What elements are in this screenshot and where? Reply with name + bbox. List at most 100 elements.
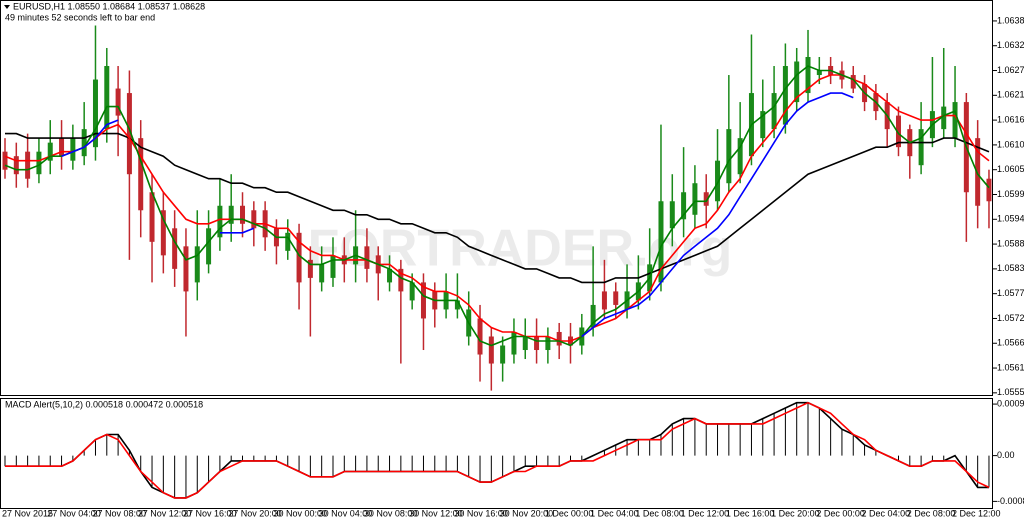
candle-body — [601, 291, 607, 310]
watermark: FORTRADER.org — [308, 220, 733, 278]
y-tick-label: 1.06215 — [997, 90, 1024, 100]
y-tick-label: 1.05940 — [997, 214, 1024, 224]
candle-body — [918, 129, 924, 166]
candle-body — [47, 142, 53, 161]
candle-body — [975, 138, 981, 206]
y-tick-label: 1.06270 — [997, 65, 1024, 75]
candle-body — [850, 75, 856, 89]
candle-body — [420, 282, 426, 319]
x-tick-label: 1 Dec 08:00 — [635, 508, 684, 518]
x-tick-label: 2 Dec 04:00 — [862, 508, 911, 518]
candle-body — [217, 205, 223, 238]
x-tick-label: 1 Dec 00:00 — [545, 508, 594, 518]
candle-body — [613, 291, 619, 305]
candle-body — [70, 138, 76, 161]
candle-body — [952, 102, 958, 139]
candle-body — [330, 255, 336, 278]
candle-body — [522, 336, 528, 351]
candle-body — [409, 282, 415, 301]
x-tick-label: 30 Nov 20:00 — [500, 508, 554, 518]
x-tick-label: 27 Nov 04:00 — [47, 508, 101, 518]
x-tick-label: 1 Dec 12:00 — [681, 508, 730, 518]
x-tick-label: 30 Nov 00:00 — [273, 508, 327, 518]
candle-body — [895, 115, 901, 148]
y-tick-label: 1.05995 — [997, 189, 1024, 199]
x-tick-label: 1 Dec 04:00 — [590, 508, 639, 518]
candle-body — [782, 66, 788, 125]
y-tick-label: 1.05775 — [997, 288, 1024, 298]
macd-title: MACD Alert(5,10,2) 0.000518 0.000472 0.0… — [5, 399, 203, 409]
candle-body — [681, 192, 687, 220]
candle-body — [115, 88, 121, 116]
candle-body — [794, 61, 800, 103]
candle-body — [307, 259, 313, 278]
indicator-line — [4, 65, 990, 347]
candle-body — [240, 205, 246, 224]
x-tick-label: 27 Nov 20:00 — [228, 508, 282, 518]
chart-subtitle: 49 minutes 52 seconds left to bar end — [5, 12, 155, 22]
candle-body — [126, 93, 132, 175]
y-tick-label: 1.05830 — [997, 263, 1024, 273]
y-tick-label: 1.06050 — [997, 164, 1024, 174]
macd-panel — [0, 398, 993, 509]
x-tick-label: 27 Nov 16:00 — [183, 508, 237, 518]
candle-body — [511, 331, 517, 355]
candle-body — [726, 129, 732, 184]
main-panel — [0, 0, 993, 396]
candle-body — [364, 246, 370, 269]
candle-body — [160, 210, 166, 256]
candle-body — [500, 345, 506, 364]
candle-body — [556, 331, 562, 346]
y-tick-label: 1.05665 — [997, 338, 1024, 348]
candle-body — [296, 232, 302, 283]
candle-body — [805, 56, 811, 94]
candle-body — [545, 336, 551, 351]
candle-body — [206, 228, 212, 265]
candle-body — [25, 151, 31, 179]
indicator-line — [4, 74, 990, 342]
candle-body — [59, 138, 65, 157]
x-tick-label: 2 Dec 12:00 — [952, 508, 1001, 518]
candle-body — [13, 156, 19, 175]
candle-body — [387, 268, 393, 283]
x-tick-label: 30 Nov 08:00 — [364, 508, 418, 518]
signal-line — [5, 401, 990, 499]
candle-body — [669, 201, 675, 229]
candle-body — [138, 138, 144, 211]
candle-body — [692, 183, 698, 215]
x-tick-label: 1 Dec 20:00 — [771, 508, 820, 518]
y-tick-label: 1.05610 — [997, 362, 1024, 372]
y-tick-label: 1.05720 — [997, 313, 1024, 323]
dropdown-icon[interactable] — [4, 5, 10, 9]
candle-body — [285, 232, 291, 251]
candle-body — [477, 318, 483, 355]
candle-body — [228, 205, 234, 224]
candle-body — [251, 210, 257, 229]
candle-body — [590, 304, 596, 328]
candle-body — [81, 129, 87, 157]
candle-body — [986, 178, 992, 202]
candle-body — [816, 70, 822, 76]
candle-body — [149, 192, 155, 242]
chart-title: EURUSD,H1 1.08550 1.08684 1.08537 1.0862… — [13, 1, 205, 11]
x-tick-label: 27 Nov 08:00 — [92, 508, 146, 518]
candle-body — [172, 228, 178, 269]
y-tick-label: 0.000974 — [997, 398, 1024, 408]
indicator-line — [219, 227, 255, 234]
candle-body — [703, 192, 709, 206]
candle-body — [488, 336, 494, 364]
y-tick-label: 1.06160 — [997, 114, 1024, 124]
indicator-line — [581, 92, 854, 338]
indicator-line — [5, 132, 990, 284]
candle-body — [104, 66, 110, 130]
candle-body — [36, 151, 42, 175]
y-tick-label: 1.05555 — [997, 387, 1024, 397]
x-tick-label: 2 Dec 08:00 — [907, 508, 956, 518]
x-tick-label: 30 Nov 12:00 — [409, 508, 463, 518]
candle-body — [658, 201, 664, 283]
candle-body — [715, 160, 721, 202]
candle-body — [534, 336, 540, 351]
candle-body — [398, 268, 404, 292]
y-tick-label: -0.000865 — [997, 496, 1024, 506]
